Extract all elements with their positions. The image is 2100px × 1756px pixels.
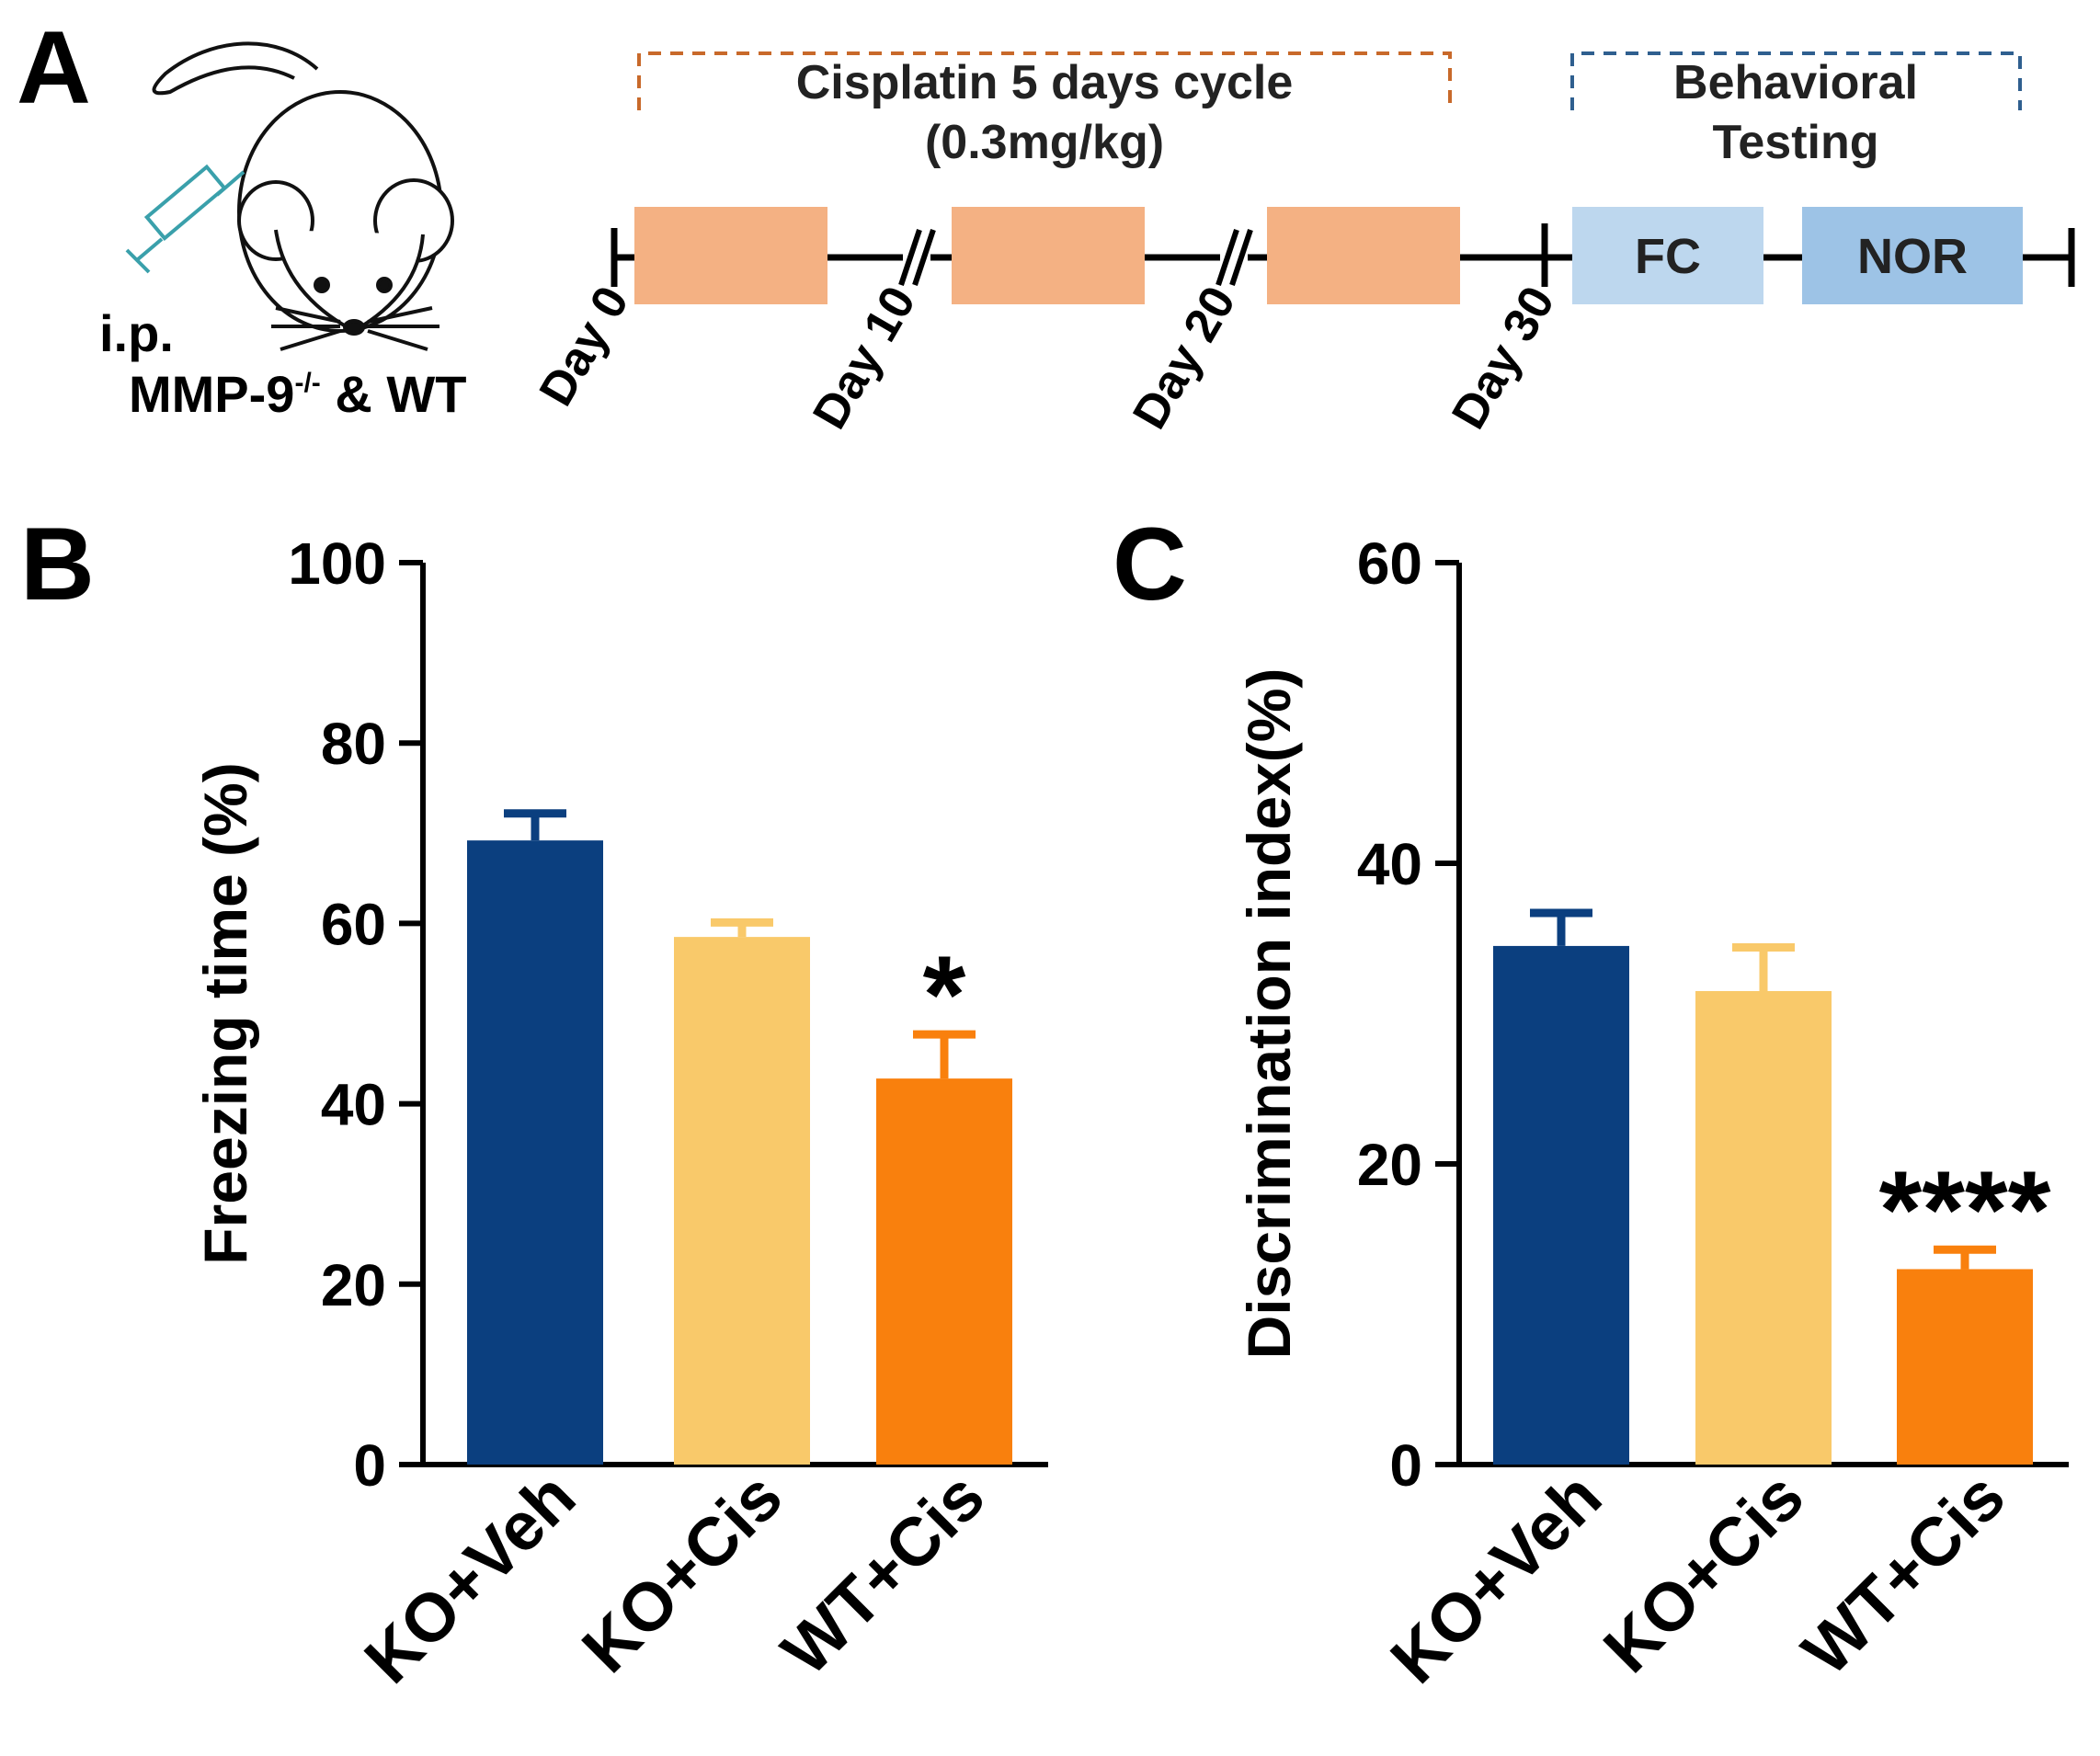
- chart-c-significance: ****: [1879, 1148, 2051, 1271]
- chart-b-y-tick-label: 60: [321, 891, 386, 957]
- chart-b-bar-ko-veh: [467, 840, 603, 1465]
- panel-b-letter: B: [20, 507, 95, 621]
- chart-b-y-tick-label: 40: [321, 1072, 386, 1138]
- chart-b-category-label: WT+Cis: [767, 1458, 999, 1690]
- nor-label: NOR: [1857, 229, 1968, 284]
- break-mark-1b: [912, 229, 936, 286]
- chart-c-category-label: KO+Cis: [1589, 1458, 1818, 1687]
- panel-a: A i.p. MMP-9-/- & WT Cisplatin 5 days cy…: [17, 10, 2075, 438]
- cisplatin-block-3: [1267, 207, 1460, 304]
- break-mark-2a: [1215, 229, 1239, 286]
- syringe-icon: [125, 164, 245, 274]
- chart-c-y-tick-label: 40: [1357, 831, 1422, 897]
- chart-c-y-tick-label: 20: [1357, 1132, 1422, 1198]
- chart-b-significance: *: [923, 933, 966, 1056]
- cisplatin-block-2: [952, 207, 1145, 304]
- cisplatin-dose: (0.3mg/kg): [925, 116, 1164, 169]
- chart-b-bar-wt-cis: [876, 1078, 1012, 1465]
- chart-b-category-label: KO+Cis: [567, 1458, 796, 1687]
- chart-b-y-tick-label: 100: [288, 530, 386, 597]
- break-mark-2b: [1229, 229, 1253, 286]
- behavior-title-line2: Testing: [1712, 116, 1878, 169]
- chart-c-bar-wt-cis: [1897, 1269, 2033, 1465]
- chart-c-y-tick-label: 60: [1357, 530, 1422, 597]
- cisplatin-title: Cisplatin 5 days cycle: [796, 56, 1294, 109]
- chart-c-y-tick-label: 0: [1389, 1432, 1422, 1499]
- chart-b-y-title: Freezing time (%): [191, 762, 259, 1264]
- chart-c-y-title: Discrimination index(%): [1235, 668, 1303, 1360]
- route-label: i.p.: [99, 304, 174, 362]
- chart-c-bar-ko-veh: [1493, 945, 1629, 1465]
- mouse-icon: [152, 41, 454, 351]
- behavior-title-line1: Behavioral: [1673, 56, 1918, 109]
- cisplatin-bracket: [637, 51, 1452, 110]
- chart-c-category-label: WT+Cis: [1787, 1458, 2019, 1690]
- fc-block: [1572, 207, 1763, 304]
- nor-block: [1802, 207, 2023, 304]
- fc-label: FC: [1635, 229, 1701, 284]
- chart-b-bar-ko-cis: [674, 937, 810, 1465]
- chart-b-y-tick-label: 80: [321, 711, 386, 777]
- panel-a-letter: A: [17, 10, 91, 125]
- day-label-30: Day 30: [1442, 278, 1565, 438]
- strain-label: MMP-9-/- & WT: [129, 365, 466, 423]
- chart-b-y-tick-label: 0: [353, 1432, 386, 1499]
- chart-c-bar-ko-cis: [1695, 990, 1832, 1465]
- chart-b-y-tick-label: 20: [321, 1252, 386, 1318]
- cisplatin-block-1: [634, 207, 827, 304]
- break-mark-1a: [898, 229, 922, 286]
- behavior-bracket: [1570, 51, 2022, 110]
- day-label-0: Day 0: [530, 278, 640, 415]
- panel-c-letter: C: [1113, 507, 1187, 621]
